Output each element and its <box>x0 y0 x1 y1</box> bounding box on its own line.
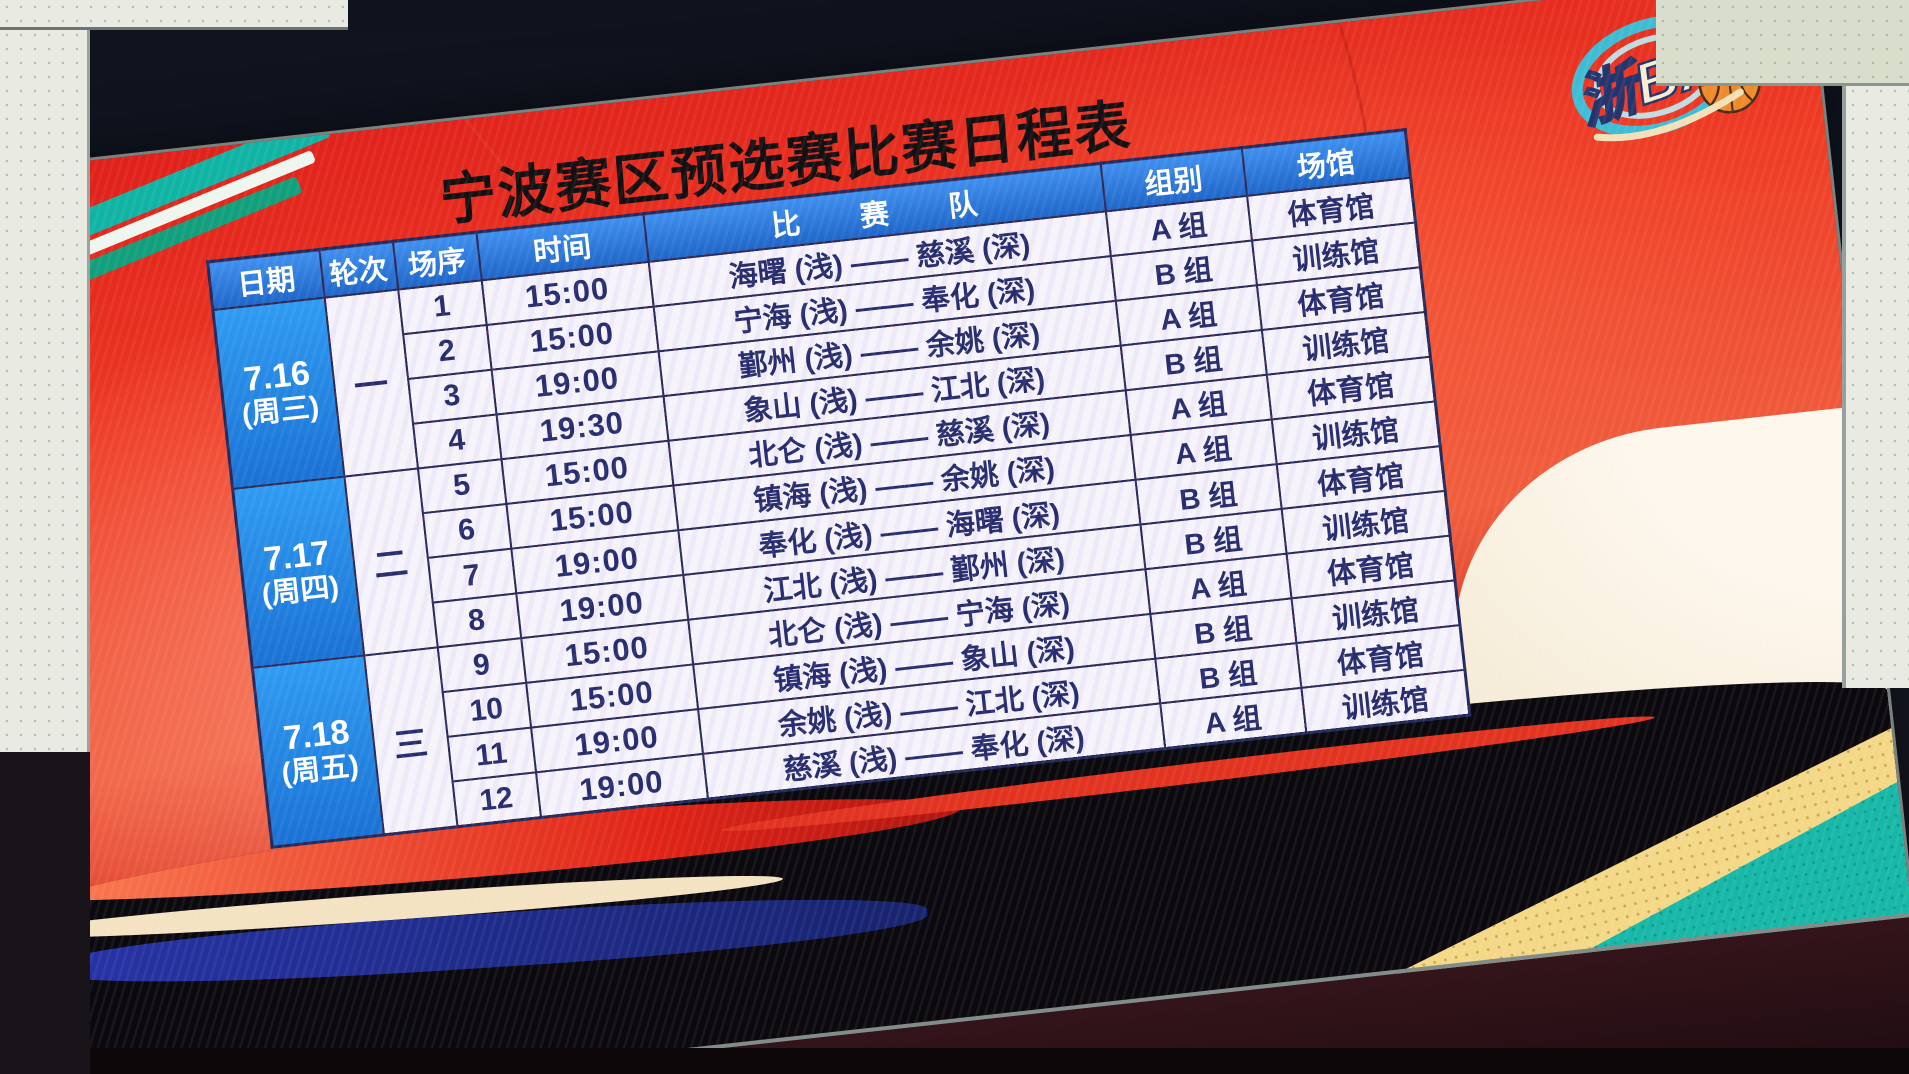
floor-shadow <box>0 1048 1909 1074</box>
date-cell: 7.16 (周三) <box>212 297 344 489</box>
wall-top-right <box>1656 0 1909 86</box>
wall-left-dark <box>0 752 90 1074</box>
header-round: 轮次 <box>318 241 398 298</box>
date-cell: 7.18 (周五) <box>252 655 384 848</box>
match-no-cell: 12 <box>452 772 541 827</box>
wall-top-left <box>0 0 348 30</box>
wall-right <box>1842 0 1909 688</box>
wall-left <box>0 0 90 752</box>
date-cell: 7.17 (周四) <box>232 476 364 668</box>
